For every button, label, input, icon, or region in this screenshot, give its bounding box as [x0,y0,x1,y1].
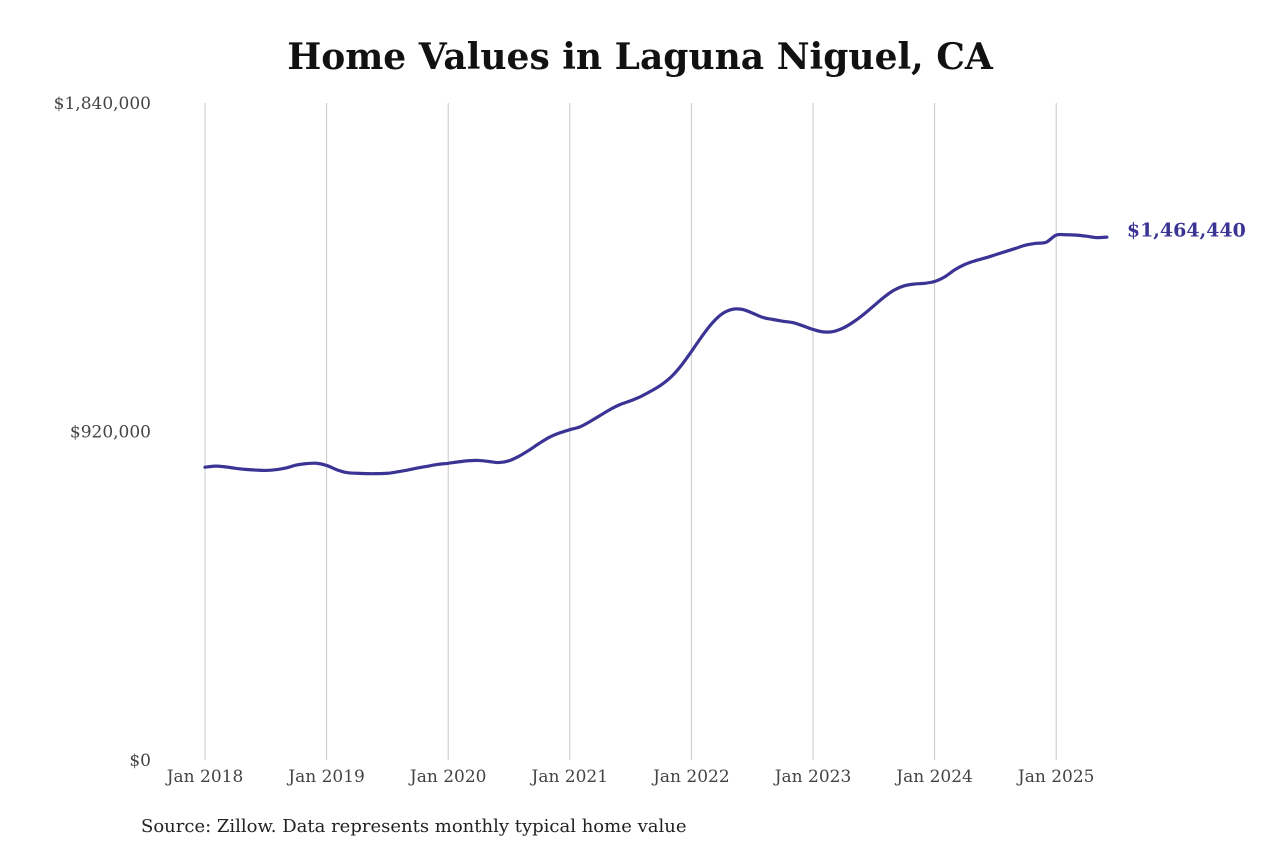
end-value-label: $1,464,440 [1127,220,1246,242]
x-tick-label: Jan 2020 [408,767,487,787]
vertical-gridlines [204,103,1057,760]
series-line [203,232,1109,476]
y-tick-label: $920,000 [70,423,151,443]
y-tick-label: $0 [129,751,151,771]
x-tick-label: Jan 2022 [651,767,730,787]
x-tick-label: Jan 2024 [894,767,973,787]
annotation-layer: $1,464,440 [1127,220,1246,242]
x-tick-label: Jan 2021 [530,767,609,787]
y-tick-label: $1,840,000 [54,94,151,114]
series-layer [203,232,1109,476]
x-tick-label: Jan 2018 [165,767,244,787]
source-note: Source: Zillow. Data represents monthly … [141,816,687,837]
x-axis-tick-labels: Jan 2018 Jan 2019 Jan 2020 Jan 2021 Jan 2022… [165,767,1095,787]
chart-title: Home Values in Laguna Niguel, CA [287,36,993,78]
x-tick-label: Jan 2019 [286,767,365,787]
x-tick-label: Jan 2023 [773,767,852,787]
y-axis-tick-labels: $0 $920,000 $1,840,000 [54,94,151,771]
x-tick-label: Jan 2025 [1016,767,1095,787]
